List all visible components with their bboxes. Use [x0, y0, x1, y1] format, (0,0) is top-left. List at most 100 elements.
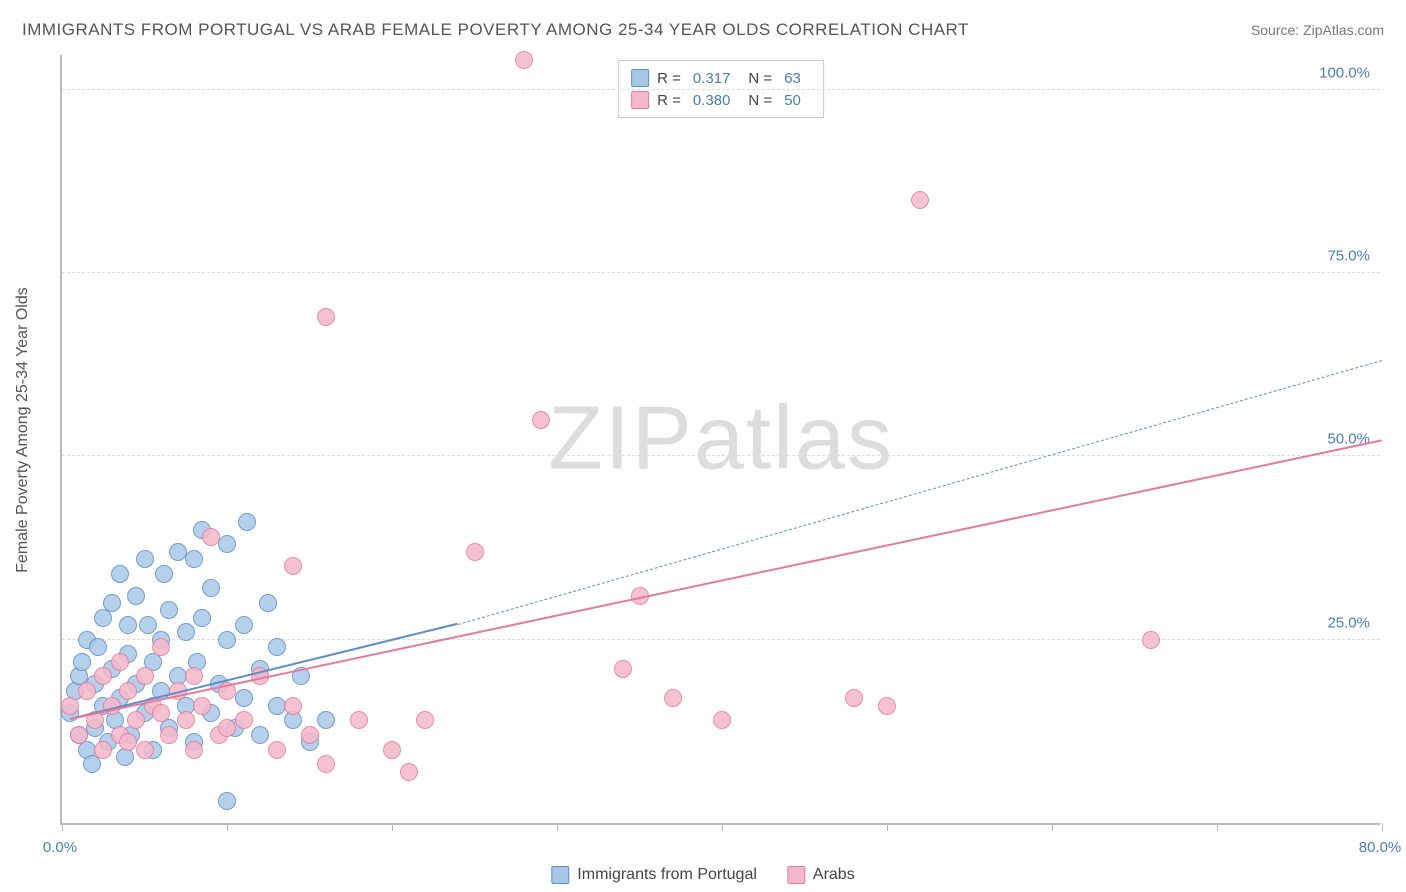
data-point [845, 689, 863, 707]
data-point [160, 601, 178, 619]
data-point [169, 543, 187, 561]
watermark-atlas: atlas [694, 389, 894, 489]
data-point [127, 711, 145, 729]
data-point [177, 623, 195, 641]
data-point [119, 682, 137, 700]
data-point [218, 719, 236, 737]
data-point [136, 550, 154, 568]
data-point [193, 697, 211, 715]
data-point [83, 755, 101, 773]
r-value: 0.380 [693, 92, 731, 109]
data-point [466, 543, 484, 561]
xtick [392, 823, 393, 831]
data-point [251, 726, 269, 744]
data-point [94, 741, 112, 759]
data-point [235, 711, 253, 729]
n-label: N = [748, 92, 772, 109]
xtick [887, 823, 888, 831]
data-point [268, 638, 286, 656]
data-point [73, 653, 91, 671]
data-point [70, 726, 88, 744]
gridline [62, 272, 1380, 273]
data-point [218, 792, 236, 810]
ytick-label: 25.0% [1327, 614, 1370, 631]
data-point [136, 667, 154, 685]
data-point [185, 667, 203, 685]
data-point [111, 565, 129, 583]
data-point [713, 711, 731, 729]
data-point [202, 579, 220, 597]
data-point [160, 726, 178, 744]
data-point [185, 550, 203, 568]
n-value: 63 [784, 70, 801, 87]
gridline [62, 455, 1380, 456]
data-point [268, 697, 286, 715]
data-point [139, 616, 157, 634]
legend-row: R = 0.317 N = 63 [631, 67, 811, 89]
y-axis-label: Female Poverty Among 25-34 Year Olds [14, 287, 32, 573]
xtick [227, 823, 228, 831]
data-point [284, 557, 302, 575]
watermark-zip: ZIP [548, 389, 694, 489]
series-name: Arabs [813, 866, 855, 884]
data-point [89, 638, 107, 656]
data-point [127, 587, 145, 605]
data-point [185, 741, 203, 759]
data-point [235, 616, 253, 634]
data-point [317, 711, 335, 729]
data-point [878, 697, 896, 715]
source-label: Source: ZipAtlas.com [1251, 22, 1384, 38]
xtick [722, 823, 723, 831]
data-point [515, 51, 533, 69]
data-point [664, 689, 682, 707]
r-value: 0.317 [693, 70, 731, 87]
xtick-label-start: 0.0% [43, 839, 77, 856]
series-legend-item: Arabs [787, 866, 855, 884]
data-point [111, 653, 129, 671]
data-point [193, 609, 211, 627]
data-point [218, 631, 236, 649]
data-point [416, 711, 434, 729]
data-point [152, 638, 170, 656]
data-point [177, 711, 195, 729]
data-point [119, 616, 137, 634]
ytick-label: 100.0% [1319, 64, 1370, 81]
series-name: Immigrants from Portugal [577, 866, 757, 884]
data-point [614, 660, 632, 678]
data-point [218, 535, 236, 553]
xtick-label-end: 80.0% [1359, 839, 1402, 856]
data-point [103, 594, 121, 612]
r-label: R = [657, 70, 681, 87]
series-legend-item: Immigrants from Portugal [551, 866, 757, 884]
watermark: ZIPatlas [548, 388, 894, 491]
r-label: R = [657, 92, 681, 109]
data-point [238, 513, 256, 531]
gridline [62, 639, 1380, 640]
data-point [61, 697, 79, 715]
legend-swatch [551, 866, 569, 884]
data-point [317, 308, 335, 326]
xtick [1217, 823, 1218, 831]
gridline [62, 89, 1380, 90]
data-point [284, 697, 302, 715]
xtick [1382, 823, 1383, 831]
xtick [557, 823, 558, 831]
n-label: N = [748, 70, 772, 87]
legend-swatch [787, 866, 805, 884]
series-legend: Immigrants from Portugal Arabs [551, 866, 854, 884]
data-point [1142, 631, 1160, 649]
data-point [301, 726, 319, 744]
data-point [383, 741, 401, 759]
legend-swatch [631, 91, 649, 109]
data-point [78, 682, 96, 700]
legend-row: R =0.380N =50 [631, 89, 811, 111]
data-point [235, 689, 253, 707]
trendline-dashed [458, 360, 1382, 625]
xtick [62, 823, 63, 831]
data-point [259, 594, 277, 612]
data-point [532, 411, 550, 429]
data-point [911, 191, 929, 209]
xtick [1052, 823, 1053, 831]
data-point [400, 763, 418, 781]
chart-plot-area: ZIPatlas R =0.317N =63R =0.380N =50 25.0… [60, 55, 1380, 825]
